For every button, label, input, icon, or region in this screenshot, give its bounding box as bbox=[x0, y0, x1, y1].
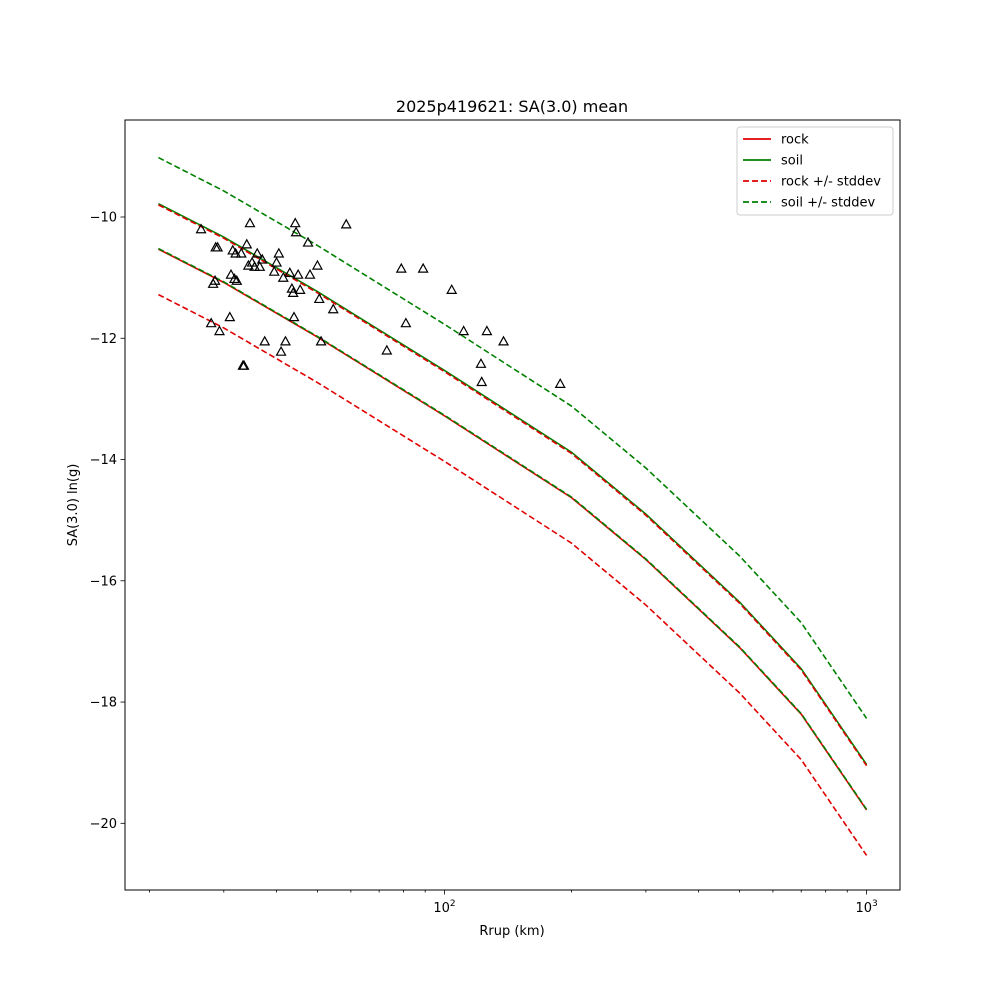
observation-point bbox=[254, 260, 266, 271]
observation-point bbox=[476, 376, 488, 387]
observation-point bbox=[235, 247, 247, 258]
observation-point bbox=[381, 344, 393, 355]
observation-point bbox=[244, 217, 256, 228]
y-tick-label: −16 bbox=[90, 574, 117, 589]
observation-point bbox=[292, 268, 304, 279]
series-line-dashed bbox=[158, 293, 868, 856]
observation-point bbox=[290, 226, 302, 237]
y-tick-label: −10 bbox=[90, 211, 117, 226]
observation-point bbox=[273, 247, 285, 258]
observation-point bbox=[242, 259, 254, 270]
observation-point bbox=[225, 268, 237, 279]
y-axis-label: SA(3.0) ln(g) bbox=[66, 464, 81, 547]
observation-point bbox=[287, 287, 299, 297]
observation-point bbox=[302, 236, 314, 247]
observation-point bbox=[241, 238, 253, 249]
plot-area bbox=[124, 119, 901, 891]
series-line-dashed bbox=[158, 247, 868, 810]
series-line-dashed bbox=[158, 156, 868, 719]
y-tick-label: −20 bbox=[90, 817, 117, 832]
observation-point bbox=[275, 345, 287, 356]
observation-point bbox=[205, 317, 217, 328]
observation-point bbox=[313, 293, 325, 304]
legend-label: soil bbox=[781, 154, 803, 169]
observation-point bbox=[256, 253, 268, 264]
y-tick-label: −18 bbox=[90, 696, 117, 711]
observation-point bbox=[286, 282, 298, 293]
observation-point bbox=[231, 274, 243, 285]
observation-point bbox=[251, 247, 263, 258]
observation-point bbox=[304, 268, 316, 279]
x-axis: 102 103 bbox=[149, 890, 878, 916]
observation-point bbox=[498, 335, 510, 346]
observation-point bbox=[209, 274, 221, 285]
observation-point bbox=[271, 256, 283, 267]
observation-point bbox=[279, 335, 291, 346]
observation-point bbox=[288, 311, 300, 322]
legend: rock soil rock +/- stddev soil +/- stddev bbox=[736, 126, 894, 216]
observation-point bbox=[311, 259, 323, 270]
observation-point bbox=[228, 273, 240, 284]
observation-point bbox=[327, 303, 339, 314]
observation-point bbox=[475, 357, 487, 368]
observation-point bbox=[340, 218, 352, 229]
observation-point bbox=[294, 284, 306, 294]
observation-point bbox=[446, 284, 458, 294]
legend-label: rock +/- stddev bbox=[781, 175, 881, 190]
observation-point bbox=[554, 378, 566, 388]
observation-point bbox=[268, 265, 280, 276]
observation-point bbox=[277, 271, 289, 282]
y-tick-label: −12 bbox=[90, 332, 117, 347]
observation-point bbox=[259, 335, 271, 346]
plot-frame bbox=[124, 119, 901, 891]
x-axis-label: Rrup (km) bbox=[479, 924, 544, 939]
series-line-solid bbox=[158, 202, 868, 765]
chart-title: 2025p419621: SA(3.0) mean bbox=[396, 97, 628, 116]
observation-point bbox=[458, 325, 470, 336]
observation-point bbox=[315, 335, 327, 346]
legend-box bbox=[736, 126, 894, 216]
legend-label: soil +/- stddev bbox=[781, 196, 876, 211]
x-tick-label: 102 bbox=[433, 899, 455, 916]
y-axis: −10 −12 −14 −16 −18 −20 bbox=[90, 211, 125, 832]
observation-point bbox=[224, 311, 236, 322]
observation-point bbox=[212, 241, 224, 252]
observations bbox=[195, 217, 566, 388]
observation-point bbox=[289, 217, 301, 228]
observation-point bbox=[284, 267, 296, 277]
x-tick-label-exponent: 3 bbox=[872, 899, 878, 909]
observation-point bbox=[213, 325, 225, 336]
observation-point bbox=[238, 359, 250, 370]
observation-point bbox=[395, 262, 407, 273]
observation-point bbox=[400, 317, 412, 328]
observation-point bbox=[417, 262, 429, 273]
x-tick-label: 103 bbox=[855, 899, 877, 916]
y-tick-label: −14 bbox=[90, 453, 117, 468]
x-tick-label-exponent: 2 bbox=[450, 899, 456, 909]
observation-point bbox=[230, 247, 242, 258]
legend-label: rock bbox=[781, 133, 809, 148]
observation-point bbox=[195, 223, 207, 234]
x-tick-label-base: 10 bbox=[433, 901, 450, 916]
observation-point bbox=[481, 325, 493, 336]
x-tick-label-base: 10 bbox=[855, 901, 872, 916]
